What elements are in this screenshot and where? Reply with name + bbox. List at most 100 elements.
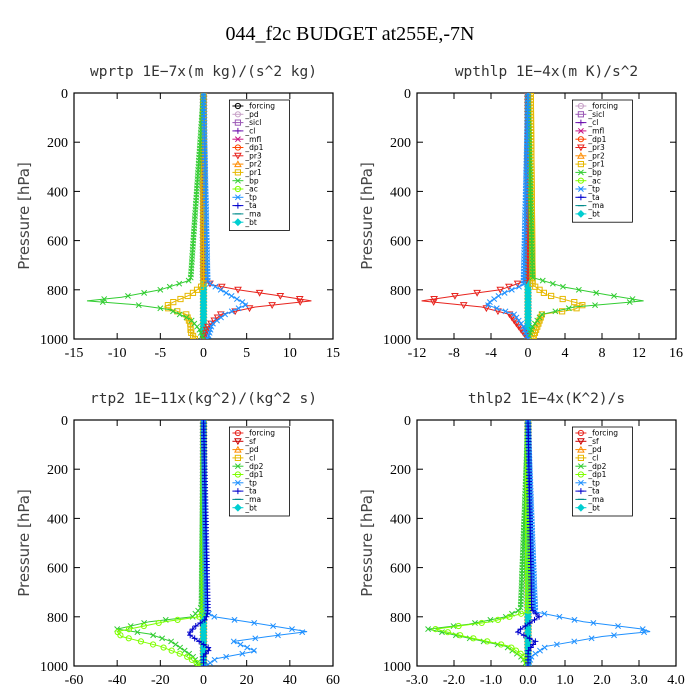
legend-marker [577, 454, 584, 461]
x-tick-label: -3.0 [406, 673, 428, 688]
series-point [217, 283, 226, 291]
panel-title: wprtp 1E−7x(m kg)/(s^2 kg) [90, 64, 317, 80]
series-point [201, 616, 208, 623]
series-point [486, 299, 493, 306]
series-point [237, 641, 244, 648]
legend-label: _ta [244, 487, 256, 496]
series-point [187, 274, 194, 281]
series-point [556, 613, 563, 620]
series-point [199, 332, 206, 339]
legend-marker [577, 186, 584, 192]
series-point [200, 336, 207, 339]
y-tick-label: 0 [404, 414, 411, 429]
series-point [187, 632, 194, 639]
y-tick-label: 600 [390, 235, 411, 250]
series-point [473, 289, 481, 297]
chart-panel-3: rtp2 1E−11x(kg^2)/(kg^2 s) Pressure [hPa]… [15, 391, 340, 688]
series-point [244, 644, 251, 651]
series-point [192, 623, 199, 630]
series-point [196, 326, 203, 333]
series-point [516, 283, 522, 290]
y-axis-label: Pressure [hPa] [358, 489, 376, 597]
series-line [427, 420, 529, 666]
x-tick-label: 2.0 [593, 673, 611, 688]
legend-marker [577, 479, 584, 486]
legend-label: _pr2 [587, 151, 605, 160]
series-point [506, 613, 513, 620]
series-point [593, 289, 600, 296]
legend-label: _ma [587, 201, 604, 210]
series-point [214, 317, 220, 324]
legend-marker [577, 111, 584, 118]
x-tick-label: 5 [243, 346, 250, 361]
series-point [502, 308, 509, 315]
legend-label: _pr3 [587, 143, 605, 152]
series-point [508, 644, 515, 651]
series-point [202, 650, 209, 657]
series-point [223, 289, 230, 296]
series-point [176, 311, 183, 318]
series-point [200, 663, 207, 666]
series-point [99, 299, 106, 306]
y-tick-label: 600 [390, 562, 411, 577]
series-point [529, 323, 536, 330]
legend-label: _mfl [587, 127, 604, 136]
series-point [191, 635, 198, 642]
series-point [541, 644, 548, 651]
series-point [289, 626, 295, 633]
legend-label: _bp [244, 176, 259, 185]
series-point [532, 650, 539, 657]
series-point [525, 663, 531, 666]
series-point [520, 280, 527, 287]
legend-marker [234, 488, 241, 495]
series-point [149, 641, 157, 648]
y-axis-label: Pressure [hPa] [15, 162, 33, 270]
legend-label: _dp2 [244, 462, 263, 471]
series-point [515, 629, 522, 636]
series-point [611, 632, 617, 639]
legend-marker [577, 445, 585, 453]
series-point [534, 317, 541, 324]
legend-label: _sf [244, 437, 256, 446]
legend-label: _forcing [244, 102, 275, 111]
legend-marker [234, 160, 242, 168]
legend-marker [234, 438, 242, 446]
legend-marker [234, 111, 241, 118]
series-point [493, 305, 500, 312]
legend-label: _forcing [587, 102, 618, 111]
legend-label: _ta [244, 201, 256, 210]
series-point [528, 653, 535, 660]
series-point [528, 326, 535, 333]
series-point [590, 619, 597, 626]
plot-frame [416, 419, 677, 667]
x-tick-label: 4 [562, 346, 569, 361]
series-point [517, 610, 525, 617]
series-group [86, 93, 312, 339]
series-point [513, 314, 520, 321]
series-point [140, 622, 147, 630]
series-point [184, 653, 191, 660]
series-point [276, 292, 285, 300]
series-point [204, 610, 211, 617]
legend-label: _sicl [587, 110, 604, 119]
legend-marker [577, 161, 584, 168]
y-axis-label: Pressure [hPa] [358, 162, 376, 270]
series-point [526, 635, 533, 642]
series-point [189, 626, 196, 633]
series-point [204, 277, 211, 284]
x-tick-label: -1.0 [480, 673, 502, 688]
y-tick-label: 600 [47, 562, 68, 577]
series-point [177, 644, 184, 651]
series-point [196, 663, 203, 666]
series-point [176, 280, 183, 287]
x-tick-label: 0 [525, 346, 532, 361]
series-point [517, 650, 524, 657]
series-point [168, 647, 175, 654]
legend-label: _forcing [244, 429, 275, 438]
series-point [529, 607, 536, 614]
legend-label: _cl [244, 127, 255, 136]
series-point [518, 320, 525, 327]
series-point [207, 280, 213, 287]
series-point [552, 308, 559, 315]
series-point [174, 616, 181, 623]
